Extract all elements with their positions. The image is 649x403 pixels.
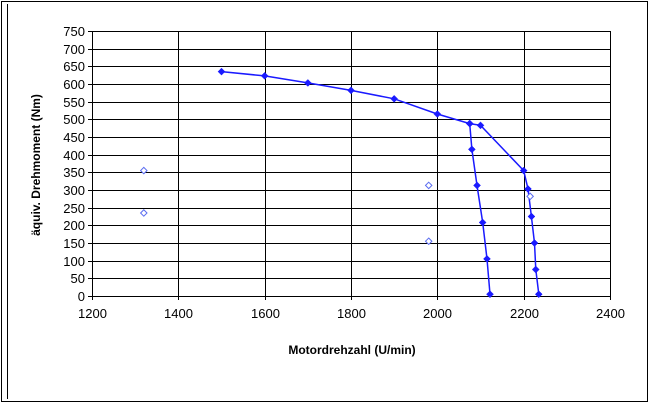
series-1: [465, 119, 494, 299]
data-point: [530, 239, 539, 247]
data-point: [531, 265, 540, 274]
y-tick-label: 500: [63, 112, 85, 127]
y-tick-label: 450: [63, 130, 85, 145]
y-tick-label: 600: [63, 77, 85, 92]
y-tick-label: 650: [63, 59, 85, 74]
x-tick-label: 1200: [78, 306, 107, 321]
data-point-open: [139, 209, 148, 217]
data-point: [347, 86, 355, 95]
data-point: [478, 218, 487, 227]
data-point-open: [424, 181, 433, 190]
x-tick-label: 2400: [596, 306, 625, 321]
data-point: [486, 290, 494, 299]
plot-area-frame: [92, 31, 611, 297]
grid: [88, 31, 611, 300]
y-tick-label: 350: [63, 165, 85, 180]
series-2: [139, 166, 535, 246]
data-point: [473, 181, 481, 190]
data-point: [524, 185, 532, 193]
y-tick-label: 200: [63, 218, 85, 233]
data-point: [303, 79, 312, 87]
y-tick-label: 550: [63, 95, 85, 110]
data-point-open: [424, 237, 433, 246]
data-point: [483, 255, 491, 263]
data-point: [519, 166, 528, 175]
data-point: [476, 121, 485, 130]
y-tick-label: 700: [63, 42, 85, 57]
data-point: [433, 110, 442, 118]
series-line: [468, 123, 491, 295]
y-axis-title: äquiv. Drehmoment (Nm): [29, 94, 43, 236]
data-point: [534, 290, 543, 299]
data-point-open: [526, 192, 535, 201]
data-point: [217, 67, 226, 76]
y-tick-label: 50: [71, 271, 85, 286]
data-point: [468, 145, 476, 154]
y-tick-label: 250: [63, 201, 85, 216]
x-tick-label: 1800: [337, 306, 366, 321]
y-tick-label: 400: [63, 148, 85, 163]
series-line: [221, 70, 540, 295]
data-point: [465, 119, 474, 128]
data-point: [527, 212, 536, 221]
series-0: [217, 67, 543, 299]
data-point: [390, 94, 399, 103]
x-tick-label: 1600: [251, 306, 280, 321]
x-tick-label: 1400: [164, 306, 193, 321]
data-point-open: [139, 166, 148, 175]
x-tick-label: 2000: [423, 306, 452, 321]
y-tick-label: 150: [63, 236, 85, 251]
x-tick-label: 2200: [510, 306, 539, 321]
series-layer: [139, 67, 543, 299]
x-axis-title: Motordrehzahl (U/min): [288, 343, 415, 357]
y-tick-label: 750: [63, 24, 85, 39]
tick-labels: 0 50 100 150 200 250 300 350 400 450 500 550 600 650 7…: [63, 24, 625, 321]
y-tick-label: 0: [78, 289, 85, 304]
data-point: [260, 72, 269, 80]
y-tick-label: 100: [63, 254, 85, 269]
y-tick-label: 300: [63, 183, 85, 198]
